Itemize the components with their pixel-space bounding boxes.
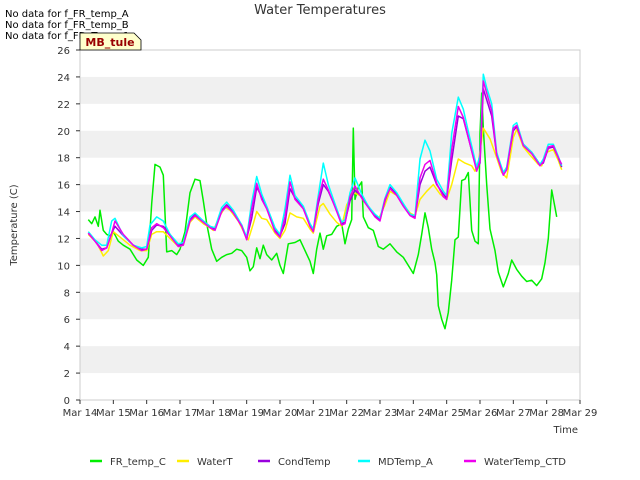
- y-tick-label: 10: [57, 261, 70, 272]
- chart-title: Water Temperatures: [254, 3, 386, 18]
- y-tick-label: 26: [57, 46, 70, 57]
- series-line-watertemp-ctd: [87, 80, 563, 252]
- y-tick-label: 2: [64, 369, 70, 380]
- x-axis-label: Time: [553, 425, 578, 436]
- x-tick-label: Mar 23: [363, 408, 398, 419]
- no-data-note-2: No data for f_FR_temp_B: [5, 20, 129, 31]
- grid-band: [80, 130, 580, 158]
- no-data-note-1: No data for f_FR_temp_A: [5, 9, 129, 20]
- y-tick-label: 18: [57, 154, 70, 165]
- no-data-note-3: No data for f_FD_Temp_1: [5, 31, 129, 42]
- grid-band: [80, 76, 580, 104]
- y-tick-label: 6: [64, 315, 70, 326]
- y-tick-label: 8: [64, 288, 70, 299]
- site-annotation-box: [79, 32, 142, 51]
- x-tick-label: Mar 28: [529, 408, 564, 419]
- y-tick-label: 4: [64, 342, 70, 353]
- grid-bands: [80, 50, 580, 400]
- y-tick-label: 16: [57, 181, 70, 192]
- y-tick-label: 0: [64, 396, 70, 407]
- x-tick-label: Mar 21: [296, 408, 331, 419]
- y-tick-label: 24: [57, 73, 70, 84]
- grid-band: [80, 292, 580, 320]
- plot-area: [79, 49, 581, 401]
- legend-label: MDTemp_A: [378, 457, 433, 468]
- x-tick-label: Mar 27: [496, 408, 531, 419]
- grid-band: [80, 238, 580, 266]
- legend: FR_temp_C WaterT CondTemp MDTemp_A WaterTemp…: [90, 457, 566, 468]
- x-tick-label: Mar 25: [429, 408, 464, 419]
- y-tick-label: 14: [57, 208, 70, 219]
- legend-label: FR_temp_C: [110, 457, 166, 468]
- x-tick-label: Mar 26: [463, 408, 498, 419]
- x-tick-label: Mar 18: [196, 408, 231, 419]
- site-annotation: MB_tule: [79, 32, 142, 51]
- x-tick-label: Mar 29: [563, 408, 598, 419]
- y-axis-label: Temperature (C): [9, 184, 20, 266]
- legend-label: WaterTemp_CTD: [484, 457, 566, 468]
- x-tick-label: Mar 16: [129, 408, 164, 419]
- series-line-mdtemp-a: [87, 73, 563, 249]
- series-lines: [87, 73, 563, 330]
- x-tick-label: Mar 15: [96, 408, 131, 419]
- grid-band: [80, 346, 580, 374]
- x-tick-label: Mar 19: [229, 408, 264, 419]
- legend-label: CondTemp: [278, 457, 330, 468]
- y-tick-label: 22: [57, 100, 70, 111]
- x-tick-label: Mar 24: [396, 408, 431, 419]
- y-tick-label: 12: [57, 234, 70, 245]
- x-tick-label: Mar 14: [63, 408, 98, 419]
- x-tick-label: Mar 20: [263, 408, 298, 419]
- legend-label: WaterT: [197, 457, 234, 468]
- y-tick-label: 20: [57, 127, 70, 138]
- site-annotation-label: MB_tule: [85, 36, 134, 49]
- plot-background: [80, 50, 580, 400]
- x-tick-label: Mar 17: [163, 408, 198, 419]
- x-tick-label: Mar 22: [329, 408, 364, 419]
